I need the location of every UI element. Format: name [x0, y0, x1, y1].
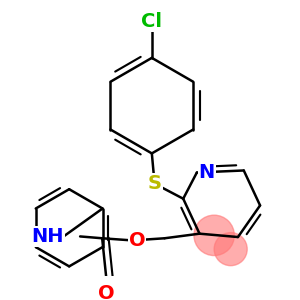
Text: S: S	[148, 174, 162, 193]
Circle shape	[194, 215, 234, 256]
Text: NH: NH	[31, 227, 64, 246]
Text: Cl: Cl	[141, 12, 162, 31]
Circle shape	[214, 232, 247, 266]
Text: O: O	[129, 231, 146, 250]
Text: O: O	[98, 284, 115, 300]
Text: N: N	[199, 163, 215, 182]
